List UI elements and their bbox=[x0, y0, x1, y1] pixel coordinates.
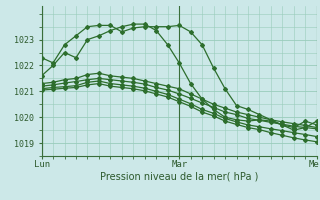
X-axis label: Pression niveau de la mer( hPa ): Pression niveau de la mer( hPa ) bbox=[100, 172, 258, 182]
